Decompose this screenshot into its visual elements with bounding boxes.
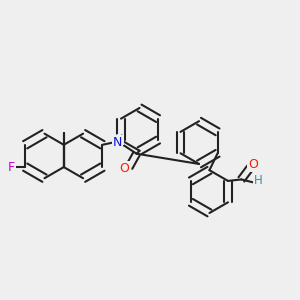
Text: H: H bbox=[254, 174, 263, 188]
Text: O: O bbox=[248, 158, 258, 171]
Text: O: O bbox=[119, 162, 129, 175]
Text: F: F bbox=[8, 160, 15, 174]
Text: H: H bbox=[115, 134, 124, 144]
Text: N: N bbox=[112, 136, 122, 149]
